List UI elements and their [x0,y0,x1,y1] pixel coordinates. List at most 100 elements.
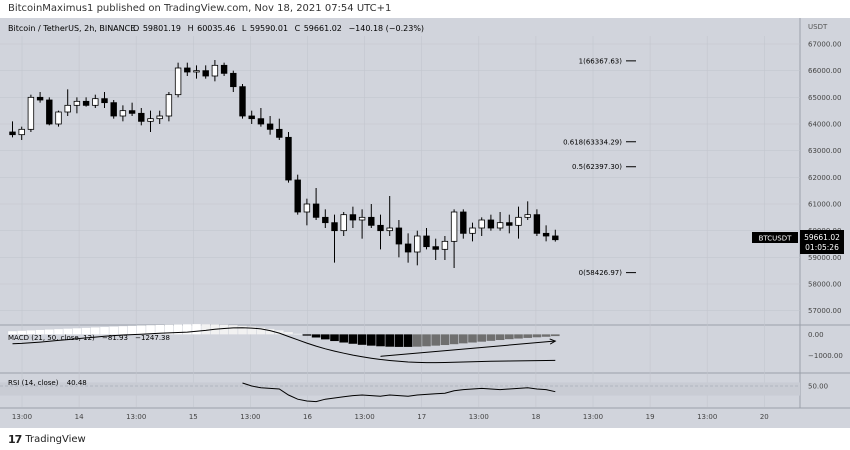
macd-histogram-bar [385,334,394,347]
candle-bearish [533,214,541,234]
time-tick-label: 17 [417,413,426,421]
macd-histogram-bar [376,334,385,347]
candle-bullish [358,216,366,221]
candle-bearish [101,98,108,104]
price-tag-symbol: BTCUSDT [759,235,793,243]
price-tick-label: 64000.00 [808,121,841,129]
ohlc-low-label: L [242,24,247,33]
candle-bearish [248,115,255,120]
macd-histogram-bar [357,334,367,345]
macd-histogram-bar [403,334,413,347]
candle-bullish [156,115,163,120]
macd-histogram-bar [284,332,293,335]
candle-bearish [404,243,412,253]
candle-bearish [239,86,246,117]
rsi-tick-label: 50.00 [808,383,828,391]
time-tick-label: 13:00 [355,413,375,421]
time-tick-label: 16 [303,413,312,421]
macd-histogram-bar [486,334,496,341]
candle-bullish [441,240,449,250]
rsi-indicator-label: RSI (14, close) [8,379,59,387]
macd-histogram-bar [293,333,302,335]
macd-histogram-bar [413,334,422,347]
tradingview-logo[interactable]: 17 TradingView [8,433,86,446]
fib-level-label: 1(66367.63) [579,57,623,65]
candle-bearish [36,96,44,101]
candle-bearish [82,100,90,106]
candle-bearish [377,224,384,232]
candle-bearish [257,118,265,125]
macd-trend-arrowhead [549,338,557,345]
ohlc-open: 59801.19 [143,24,181,33]
price-tick-label: 65000.00 [808,94,841,102]
macd-histogram-bar [8,331,17,335]
macd-histogram-bar [183,324,192,335]
candle-bullish [515,216,522,226]
candle-bearish [423,235,430,248]
candle-bullish [18,128,25,136]
price-tag-symbol-box [752,232,798,243]
macd-histogram-bar [367,334,376,346]
macd-histogram-bar [459,334,468,344]
macd-line [12,327,556,364]
macd-histogram-bar [229,325,238,335]
macd-histogram-bar [17,330,26,335]
macd-pane [8,324,560,364]
time-tick-label: 13:00 [583,413,603,421]
macd-histogram-bar [127,325,137,335]
macd-histogram-bar [146,325,155,335]
candles [9,60,559,268]
time-tick-label: 19 [646,413,655,421]
price-tick-label: 59000.00 [808,254,841,262]
fib-level-label: 0.5(62397.30) [572,163,622,171]
price-tick-label: 66000.00 [808,67,841,75]
macd-histogram-bar [394,334,404,347]
macd-histogram-bar [265,328,275,335]
macd-histogram-bar [532,334,542,338]
macd-histogram-bar [137,325,146,335]
rsi-line [242,382,556,403]
candle-bearish [552,235,559,241]
price-axis-background [800,18,850,428]
price-tick-label: 61000.00 [808,201,841,209]
macd-histogram-bar [514,334,523,339]
candle-bullish [64,104,71,113]
macd-histogram-bar [45,329,54,335]
macd-histogram-bar [109,326,118,335]
macd-histogram-bar [256,327,266,335]
candle-bearish [322,216,329,224]
candle-bearish [294,179,301,213]
time-tick-label: 13:00 [469,413,489,421]
candle-bearish [266,123,274,130]
candle-bullish [92,98,99,106]
macd-histogram-bar [551,334,560,337]
candle-bearish [184,67,191,73]
price-tag-value-box [800,230,844,254]
candle-bearish [285,136,292,181]
rsi-label: RSI (14, close) 40.48 [8,379,87,387]
macd-value-2: −1247.38 [135,334,170,342]
macd-histogram-bar [247,326,256,335]
macd-histogram-bar [155,324,164,335]
macd-histogram-bar [505,334,514,340]
candle-bullish [55,111,62,125]
symbol-line: Bitcoin / TetherUS, 2h, BINANCE [8,24,135,33]
price-tick-label: 63000.00 [808,147,841,155]
candle-bearish [349,214,357,221]
macd-histogram-bar [26,330,36,335]
last-price-tag: BTCUSDT 59661.02 01:05:26 [752,230,844,254]
macd-indicator-label: MACD (21, 50, close, 12) [8,334,95,342]
price-tick-label: 57000.00 [808,307,841,315]
footer-bar: 17 TradingView [0,428,850,450]
macd-histogram-bar [449,334,459,345]
publish-header: BitcoinMaximus1 published on TradingView… [0,0,850,18]
time-tick-label: 20 [760,413,769,421]
rsi-pane [0,382,800,403]
price-tag-value: 59661.02 [804,233,840,242]
macd-histogram-bar [302,334,312,336]
candle-bearish [202,70,209,77]
time-tick-label: 13:00 [240,413,260,421]
chart-background [0,18,800,408]
candle-bearish [395,227,403,245]
candle-bearish [220,64,228,74]
